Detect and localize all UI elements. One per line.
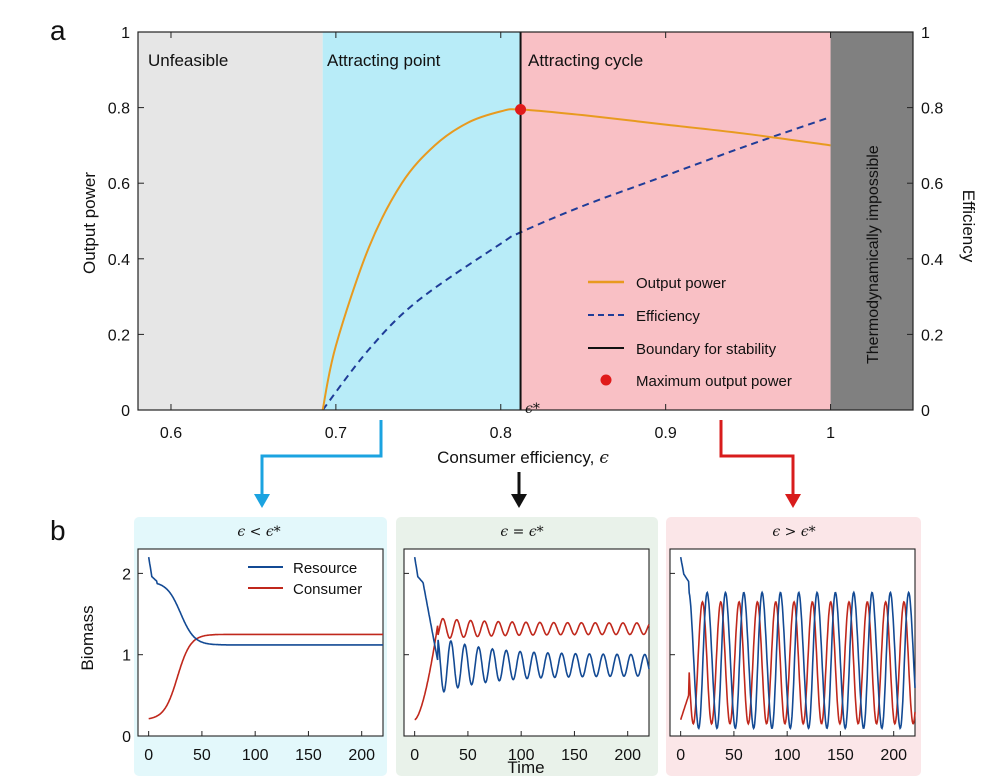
panel-a-frame [137, 31, 914, 411]
region-backgrounds [138, 32, 913, 410]
panel-b1-resource-line [147, 556, 383, 646]
x-tick-label: 200 [348, 747, 375, 764]
y-tick-label-right: 0.8 [921, 101, 943, 118]
epsilon-star-label: ϵ* [525, 401, 540, 417]
y-tick-label-right: 0.2 [921, 327, 943, 344]
x-tick-label: 0.8 [490, 425, 512, 442]
xlabel-consumer-efficiency: Consumer efficiency, ϵ [437, 448, 609, 468]
output-power-curve [321, 108, 831, 411]
panel-b2-consumer-line [414, 617, 650, 721]
ylabel-biomass: Biomass [78, 605, 97, 670]
legend-resource-label: Resource [293, 560, 357, 577]
panel-b1-plot-area [137, 548, 384, 737]
arrow-red [719, 420, 795, 496]
region-label-unfeasible: Unfeasible [148, 51, 228, 70]
panel-b3-resource-line [679, 556, 916, 731]
panel-a-curves [321, 32, 831, 411]
x-tick-label: 50 [725, 747, 743, 764]
region-3 [830, 32, 913, 410]
arrow-blue-head [254, 494, 270, 508]
panel-a-axes: 0.6 0.7 0.8 0.9 1 0 0 0.2 0.2 0.4 0.4 0.6 0.6 0.8 0.8 1… [108, 25, 944, 442]
region-1 [322, 32, 521, 410]
panel-b1-consumer-line [148, 633, 383, 720]
x-tick-label: 0 [676, 747, 685, 764]
panel-b2-resource-line [413, 556, 650, 694]
x-tick-label: 0.7 [325, 425, 347, 442]
y-tick-label-right: 0.4 [921, 252, 943, 269]
region-label-attracting-cycle: Attracting cycle [528, 51, 643, 70]
legend-panel-a: Output power Efficiency Boundary for sta… [588, 275, 792, 390]
y-tick-label: 0 [122, 729, 131, 746]
arrow-red-head [785, 494, 801, 508]
y-tick-label-right: 1 [921, 25, 930, 42]
region-0 [138, 32, 323, 410]
region-label-thermodynamically-impossible: Thermodynamically impossible [865, 145, 882, 364]
y-tick-label-left: 0 [121, 403, 130, 420]
x-tick-label: 200 [614, 747, 641, 764]
x-tick-label: 50 [193, 747, 211, 764]
region-2 [520, 32, 831, 410]
panel-b-letter: b [50, 515, 66, 546]
x-tick-label: 0.6 [160, 425, 182, 442]
x-tick-label: 0 [144, 747, 153, 764]
xlabel-time: Time [507, 758, 544, 776]
y-tick-label-right: 0 [921, 403, 930, 420]
maximum-output-power-point [515, 103, 527, 115]
ylabel-efficiency: Efficiency [959, 190, 978, 263]
legend-maximum-label: Maximum output power [636, 373, 792, 390]
panel-b3-consumer-line [679, 600, 916, 726]
y-tick-label-right: 0.6 [921, 176, 943, 193]
y-tick-label-left: 0.6 [108, 176, 130, 193]
x-tick-label: 150 [295, 747, 322, 764]
legend-output-power-label: Output power [636, 275, 726, 292]
panel-b3-title: ϵ > ϵ* [772, 524, 815, 540]
x-tick-label: 100 [242, 747, 269, 764]
y-tick-label: 2 [122, 566, 131, 583]
x-tick-label: 1 [826, 425, 835, 442]
x-tick-label: 50 [459, 747, 477, 764]
legend-efficiency-label: Efficiency [636, 308, 700, 325]
arrow-blue [260, 420, 383, 496]
legend-consumer-label: Consumer [293, 581, 362, 598]
y-tick-label-left: 0.2 [108, 327, 130, 344]
x-tick-label: 0 [410, 747, 419, 764]
arrow-black-head [511, 494, 527, 508]
panel-b2-title: ϵ = ϵ* [500, 524, 543, 540]
x-tick-label: 0.9 [655, 425, 677, 442]
y-tick-label: 1 [122, 648, 131, 665]
x-tick-label: 150 [561, 747, 588, 764]
x-tick-label: 100 [508, 747, 535, 764]
y-tick-label-left: 1 [121, 25, 130, 42]
panel-b2-plot-area [403, 548, 650, 737]
x-tick-label: 100 [774, 747, 801, 764]
panel-b: 0 50 100 150 200 0 1 2 0 50 100 150 200 0 50 100 150 200 [122, 517, 921, 776]
x-tick-label: 200 [880, 747, 907, 764]
legend-boundary-label: Boundary for stability [636, 341, 777, 358]
ylabel-output-power: Output power [80, 172, 99, 274]
legend-panel-b: Resource Consumer [248, 560, 362, 598]
y-tick-label-left: 0.8 [108, 101, 130, 118]
legend-maximum-marker [600, 374, 612, 386]
region-label-attracting-point: Attracting point [327, 51, 441, 70]
y-tick-label-left: 0.4 [108, 252, 130, 269]
arrows [254, 420, 801, 508]
panel-b1-title: ϵ < ϵ* [237, 524, 280, 540]
x-tick-label: 150 [827, 747, 854, 764]
panel-a-letter: a [50, 15, 66, 46]
